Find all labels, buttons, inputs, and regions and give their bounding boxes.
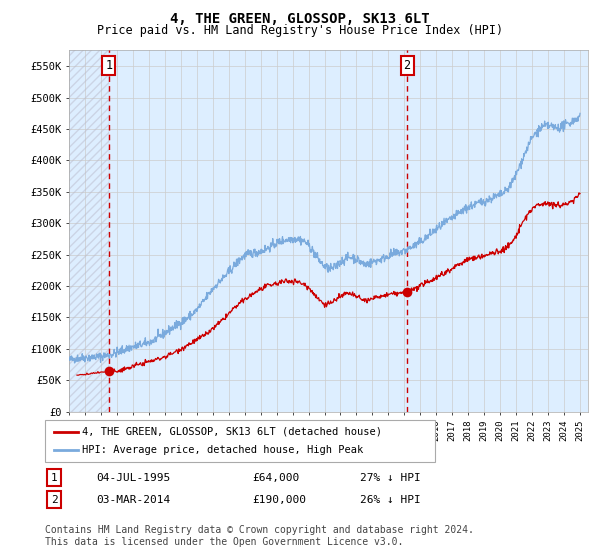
Text: 1: 1	[50, 473, 58, 483]
Text: Contains HM Land Registry data © Crown copyright and database right 2024.
This d: Contains HM Land Registry data © Crown c…	[45, 525, 474, 547]
Text: 4, THE GREEN, GLOSSOP, SK13 6LT (detached house): 4, THE GREEN, GLOSSOP, SK13 6LT (detache…	[82, 427, 382, 437]
Text: 1: 1	[106, 59, 112, 72]
Text: Price paid vs. HM Land Registry's House Price Index (HPI): Price paid vs. HM Land Registry's House …	[97, 24, 503, 36]
Text: 26% ↓ HPI: 26% ↓ HPI	[360, 494, 421, 505]
Text: 04-JUL-1995: 04-JUL-1995	[96, 473, 170, 483]
Text: 03-MAR-2014: 03-MAR-2014	[96, 494, 170, 505]
Text: 2: 2	[404, 59, 410, 72]
Text: 4, THE GREEN, GLOSSOP, SK13 6LT: 4, THE GREEN, GLOSSOP, SK13 6LT	[170, 12, 430, 26]
Text: £64,000: £64,000	[252, 473, 299, 483]
Text: £190,000: £190,000	[252, 494, 306, 505]
Text: 27% ↓ HPI: 27% ↓ HPI	[360, 473, 421, 483]
Text: HPI: Average price, detached house, High Peak: HPI: Average price, detached house, High…	[82, 445, 364, 455]
Text: 2: 2	[50, 494, 58, 505]
